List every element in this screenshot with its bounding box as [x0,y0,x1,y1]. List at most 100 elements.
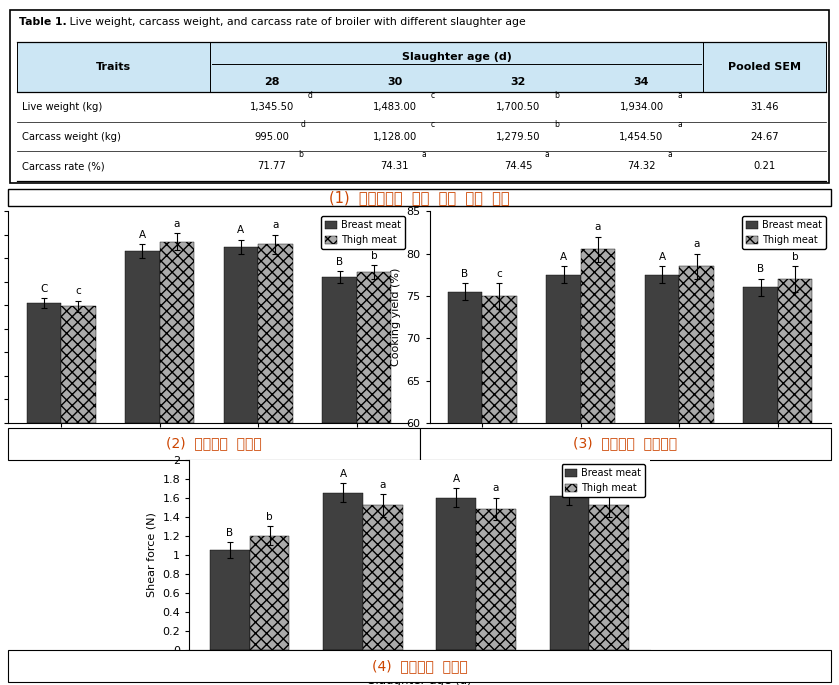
X-axis label: Slaughter age (d): Slaughter age (d) [578,447,682,460]
Bar [211,550,250,650]
Bar [357,273,391,423]
Text: A: A [237,225,244,235]
Text: b: b [555,121,560,129]
Y-axis label: Shear force (N): Shear force (N) [147,512,157,597]
Text: (4)  부위육의  전단력: (4) 부위육의 전단력 [372,659,467,673]
Text: B: B [336,257,343,267]
Text: c: c [431,121,435,129]
Text: 24.67: 24.67 [751,132,779,142]
Text: Table 1.: Table 1. [19,16,67,27]
Text: d: d [308,91,313,100]
X-axis label: Slaughter age (d): Slaughter age (d) [367,675,472,685]
Text: b: b [371,251,378,261]
Text: a: a [678,91,682,100]
Text: 1,345.50: 1,345.50 [249,102,294,112]
Bar [323,493,363,650]
Text: a: a [492,484,499,493]
Text: 32: 32 [510,77,526,87]
Bar [363,505,403,650]
Legend: Breast meat, Thigh meat: Breast meat, Thigh meat [743,216,826,249]
Bar [645,275,680,685]
Text: b: b [792,251,799,262]
Legend: Breast meat, Thigh meat: Breast meat, Thigh meat [321,216,404,249]
Text: a: a [595,222,602,232]
Bar [258,245,293,423]
Bar [61,306,96,423]
FancyBboxPatch shape [210,42,703,92]
Text: a: a [678,121,682,129]
Bar [743,288,778,685]
Text: 34: 34 [633,77,649,87]
Text: a: a [273,220,279,230]
Legend: Breast meat, Thigh meat: Breast meat, Thigh meat [561,464,645,497]
FancyBboxPatch shape [8,190,831,206]
Text: 1,483.00: 1,483.00 [373,102,417,112]
Bar [250,536,289,650]
FancyBboxPatch shape [10,10,829,183]
Bar [589,505,628,650]
X-axis label: Slaughter age (d): Slaughter age (d) [157,447,261,460]
Bar [482,296,517,685]
Bar [550,496,589,650]
Bar [680,266,714,685]
Text: c: c [76,286,81,296]
Text: B: B [227,528,233,538]
Text: (3)  부위육의  가열감량: (3) 부위육의 가열감량 [573,436,677,451]
Text: 74.45: 74.45 [504,161,533,171]
Bar [448,292,482,685]
Text: Slaughter age (d): Slaughter age (d) [402,52,512,62]
Text: A: A [560,251,567,262]
Text: Live weight, carcass weight, and carcass rate of broiler with different slaughte: Live weight, carcass weight, and carcass… [66,16,526,27]
Text: a: a [668,150,673,159]
Y-axis label: Cooking yield (%): Cooking yield (%) [391,268,401,366]
Text: 74.31: 74.31 [381,161,409,171]
Text: a: a [693,239,700,249]
Text: c: c [497,269,503,279]
Text: 31.46: 31.46 [751,102,779,112]
Text: Pooled SEM: Pooled SEM [728,62,801,72]
Text: B: B [757,264,764,275]
Text: B: B [461,269,468,279]
FancyBboxPatch shape [8,427,420,460]
Bar [125,251,159,423]
Bar [27,303,61,423]
Text: Carcass rate (%): Carcass rate (%) [22,161,104,171]
FancyBboxPatch shape [703,42,826,92]
Text: 71.77: 71.77 [257,161,286,171]
FancyBboxPatch shape [420,427,831,460]
Text: 30: 30 [388,77,403,87]
Text: 1,700.50: 1,700.50 [496,102,540,112]
Text: Live weight (kg): Live weight (kg) [22,102,102,112]
Bar [476,509,516,650]
Text: b: b [266,512,273,522]
Text: 1,128.00: 1,128.00 [373,132,417,142]
Text: b: b [555,91,560,100]
Text: A: A [453,474,460,484]
Text: A: A [138,229,146,240]
Bar [159,242,194,423]
Bar [546,275,581,685]
Text: A: A [340,469,347,479]
Text: 74.32: 74.32 [628,161,656,171]
Bar [581,249,615,685]
Bar [436,497,476,650]
Text: C: C [40,284,48,294]
Text: c: c [431,91,435,100]
Text: Carcass weight (kg): Carcass weight (kg) [22,132,121,142]
Text: A: A [659,251,665,262]
Text: 0.21: 0.21 [753,161,776,171]
FancyBboxPatch shape [17,42,210,92]
Text: a: a [545,150,550,159]
Text: b: b [298,150,303,159]
Text: a: a [174,219,180,229]
Text: Traits: Traits [96,62,131,72]
Bar [224,247,258,423]
Bar [322,277,357,423]
Text: a: a [379,479,386,490]
Text: d: d [301,121,306,129]
FancyBboxPatch shape [8,650,831,682]
Text: (1)  도살일령에  따른  도체  두게  측정: (1) 도살일령에 따른 도체 두게 측정 [329,190,510,205]
Text: a: a [606,479,612,490]
Text: 995.00: 995.00 [254,132,289,142]
Text: 28: 28 [263,77,279,87]
